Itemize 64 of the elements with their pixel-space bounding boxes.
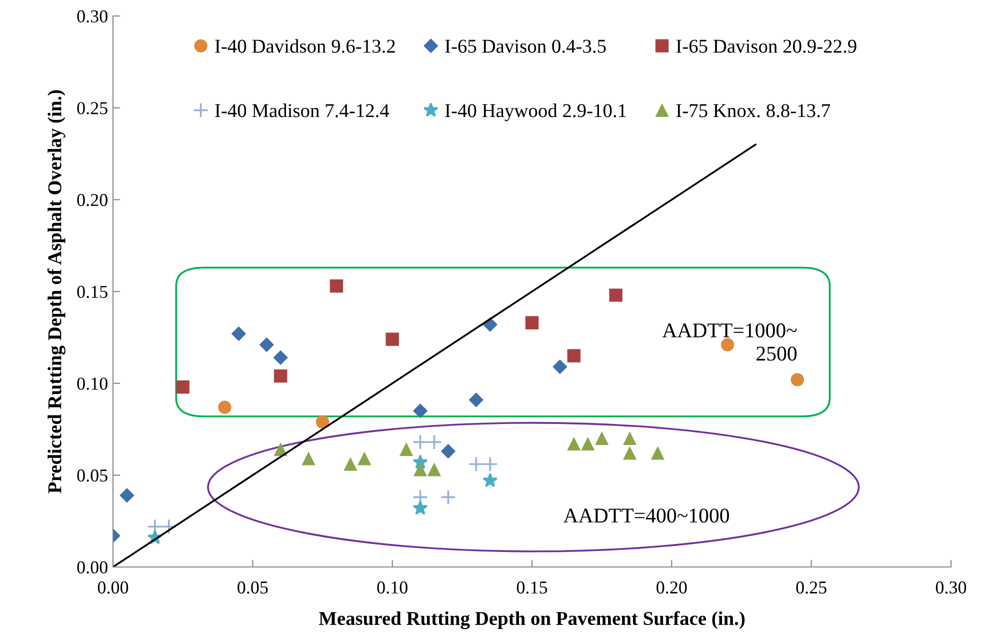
y-tick-label: 0.05 <box>77 469 108 482</box>
legend-label: I-75 Knox. 8.8-13.7 <box>676 104 830 118</box>
point <box>581 437 594 451</box>
point <box>218 400 232 414</box>
legend-label: I-40 Madison 7.4-12.4 <box>215 104 390 118</box>
point <box>161 518 177 534</box>
y-tick-label: 0.15 <box>77 286 108 298</box>
point <box>274 442 288 456</box>
annotation: AADTT=1000~ 2500 <box>662 323 797 361</box>
point <box>358 452 371 466</box>
point <box>330 279 344 293</box>
legend-label: I-65 Davison 20.9-22.9 <box>676 40 856 53</box>
point <box>595 432 608 446</box>
point <box>274 369 288 383</box>
point <box>440 444 456 459</box>
point <box>428 463 441 476</box>
point <box>120 488 134 503</box>
legend-label: I-40 Davidson 9.6-13.2 <box>215 39 395 53</box>
point <box>273 350 288 365</box>
x-tick-label: 0.05 <box>238 581 268 594</box>
point <box>302 452 316 466</box>
x-tick-label: 0.20 <box>656 581 687 594</box>
point <box>525 316 539 330</box>
point <box>426 434 442 450</box>
y-axis-title: Predicted Rutting Depth of Asphalt Overlay (in.) <box>47 90 66 494</box>
point <box>412 434 428 450</box>
x-tick-label: 0.25 <box>796 581 826 594</box>
point <box>344 458 358 471</box>
point <box>651 446 664 460</box>
point <box>231 326 246 341</box>
point <box>790 373 804 386</box>
x-tick-label: 0.15 <box>516 581 548 594</box>
point <box>176 380 190 394</box>
legend-label: I-65 Davison 0.4-3.5 <box>445 40 606 53</box>
point <box>720 338 734 352</box>
point <box>413 404 428 418</box>
annotation: AADTT=400~1000 <box>563 508 729 523</box>
point <box>609 288 622 302</box>
point <box>468 392 484 408</box>
x-tick-label: 0.00 <box>98 581 128 594</box>
point <box>552 360 568 374</box>
y-tick-label: 0.30 <box>77 10 108 23</box>
point <box>412 500 428 515</box>
point <box>623 446 636 460</box>
point <box>316 415 330 429</box>
point <box>567 349 580 362</box>
point <box>440 489 456 506</box>
x-tick-label: 0.30 <box>936 581 966 594</box>
point <box>567 437 580 451</box>
legend-label: I-40 Haywood 2.9-10.1 <box>445 104 626 122</box>
point <box>400 442 413 456</box>
point <box>623 432 636 446</box>
point <box>468 456 484 472</box>
point <box>482 456 498 472</box>
y-tick-label: 0.00 <box>77 561 108 574</box>
y-tick-label: 0.10 <box>77 378 108 390</box>
point <box>482 472 498 488</box>
y-tick-label: 0.20 <box>77 194 108 206</box>
x-tick-label: 0.10 <box>377 581 408 594</box>
x-axis-title: Measured Rutting Depth on Pavement Surface (in.) <box>318 611 745 630</box>
y-tick-label: 0.25 <box>77 102 108 114</box>
point <box>259 338 274 352</box>
point <box>414 463 427 476</box>
point <box>386 332 399 346</box>
